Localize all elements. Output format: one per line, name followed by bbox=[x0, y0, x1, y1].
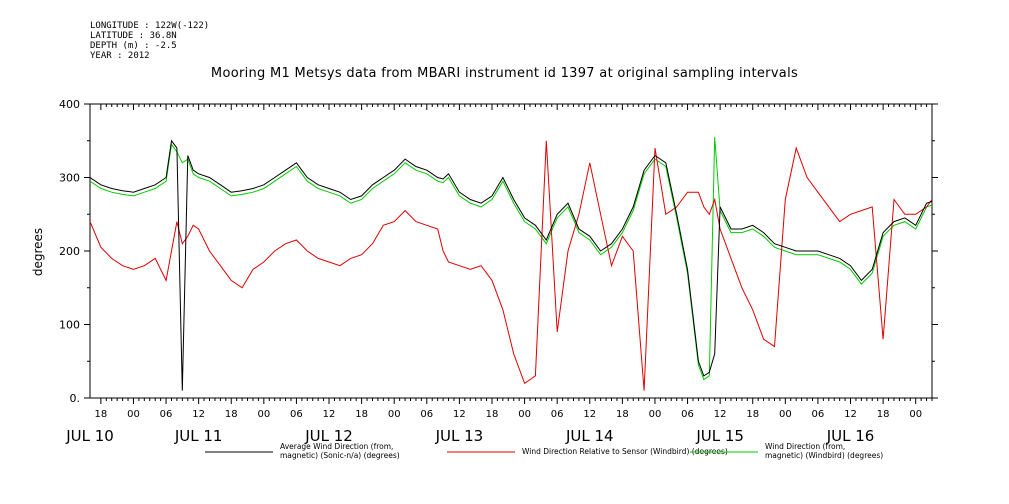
y-tick-label: 200 bbox=[59, 245, 80, 258]
y-tick-label: 100 bbox=[59, 319, 80, 332]
chart-title: Mooring M1 Metsys data from MBARI instru… bbox=[210, 66, 799, 81]
x-date-label: JUL 12 bbox=[304, 427, 353, 445]
legend-label-2: magnetic) (Windbird) (degrees) bbox=[765, 451, 883, 460]
legend-label-0: Average Wind Direction (from, bbox=[280, 442, 393, 451]
x-tick-label: 18 bbox=[877, 409, 890, 420]
y-axis: 0. 100 200 300 400 bbox=[59, 98, 938, 405]
x-tick-label: 12 bbox=[583, 409, 596, 420]
x-tick-label: 12 bbox=[453, 409, 466, 420]
x-tick-label: 18 bbox=[486, 409, 499, 420]
x-tick-label: 00 bbox=[518, 409, 531, 420]
latitude-label: LATITUDE : 36.8N bbox=[90, 31, 177, 41]
metadata-block: LONGITUDE : 122W(-122) LATITUDE : 36.8N … bbox=[90, 21, 209, 61]
series-line-1 bbox=[90, 140, 932, 391]
series-layer bbox=[90, 137, 932, 391]
x-tick-label: 00 bbox=[649, 409, 662, 420]
x-tick-label: 06 bbox=[812, 409, 825, 420]
legend-label-1: Wind Direction Relative to Sensor (Windb… bbox=[522, 447, 728, 456]
x-tick-label: 12 bbox=[844, 409, 857, 420]
x-date-label: JUL 15 bbox=[695, 427, 744, 445]
x-tick-label: 00 bbox=[779, 409, 792, 420]
x-tick-label: 12 bbox=[323, 409, 336, 420]
x-date-label: JUL 11 bbox=[174, 427, 223, 445]
x-date-label: JUL 13 bbox=[435, 427, 484, 445]
x-tick-label: 06 bbox=[160, 409, 173, 420]
x-tick-label: 06 bbox=[681, 409, 694, 420]
x-tick-label: 06 bbox=[420, 409, 433, 420]
x-date-label: JUL 10 bbox=[65, 427, 114, 445]
x-tick-label: 00 bbox=[257, 409, 270, 420]
y-tick-label: 300 bbox=[59, 172, 80, 185]
series-line-0 bbox=[90, 139, 932, 391]
x-tick-label: 12 bbox=[714, 409, 727, 420]
x-tick-label: 18 bbox=[355, 409, 368, 420]
x-tick-label: 18 bbox=[616, 409, 629, 420]
x-tick-label: 12 bbox=[192, 409, 205, 420]
x-tick-label: 18 bbox=[94, 409, 107, 420]
x-tick-label: 18 bbox=[225, 409, 238, 420]
legend: Average Wind Direction (from,magnetic) (… bbox=[205, 442, 883, 460]
x-date-label: JUL 16 bbox=[826, 427, 875, 445]
legend-label-2: Wind Direction (from, bbox=[765, 442, 845, 451]
y-tick-label: 0. bbox=[70, 392, 81, 405]
longitude-label: LONGITUDE : 122W(-122) bbox=[90, 21, 210, 31]
x-tick-label: 06 bbox=[290, 409, 303, 420]
x-tick-label: 06 bbox=[551, 409, 564, 420]
depth-label: DEPTH (m) : -2.5 bbox=[90, 41, 177, 51]
x-tick-label: 00 bbox=[388, 409, 401, 420]
legend-label-0: magnetic) (Sonic-n/a) (degrees) bbox=[280, 451, 400, 460]
x-tick-label: 18 bbox=[746, 409, 759, 420]
y-axis-label: degrees bbox=[31, 228, 45, 276]
x-axis: 18 00 06 12 18 00 06 12 18 00 06 12 18 00 06 12 18 00 06 12… bbox=[65, 104, 933, 445]
series-line-2 bbox=[90, 137, 932, 381]
x-date-label: JUL 14 bbox=[565, 427, 614, 445]
x-tick-label: 00 bbox=[127, 409, 140, 420]
year-label: YEAR : 2012 bbox=[90, 51, 150, 61]
y-tick-label: 400 bbox=[59, 98, 80, 111]
x-tick-label: 00 bbox=[909, 409, 922, 420]
